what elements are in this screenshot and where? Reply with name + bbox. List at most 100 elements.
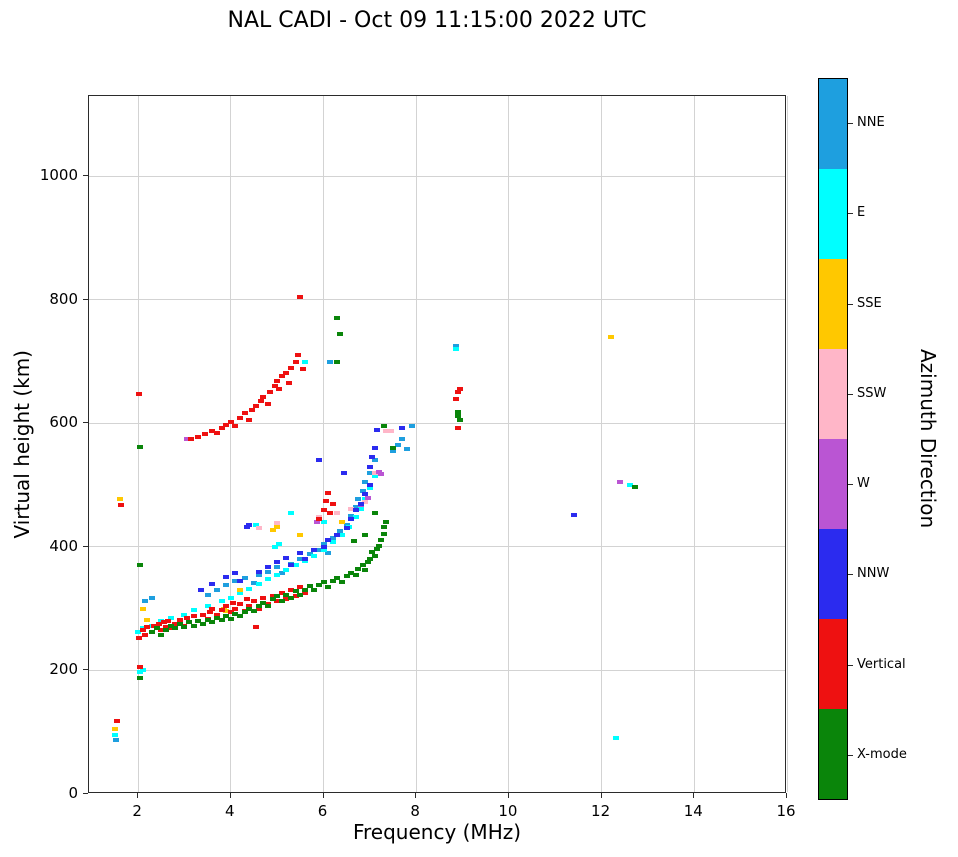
data-point bbox=[232, 606, 239, 611]
data-point bbox=[117, 502, 124, 507]
data-point bbox=[149, 630, 156, 635]
x-tick-label: 2 bbox=[132, 802, 142, 820]
data-point bbox=[218, 607, 225, 612]
data-point bbox=[320, 548, 327, 552]
data-point bbox=[364, 559, 371, 564]
data-point bbox=[255, 572, 262, 577]
data-point bbox=[190, 607, 197, 612]
data-point bbox=[255, 606, 262, 611]
data-point bbox=[380, 424, 387, 429]
x-tick-label: 6 bbox=[317, 802, 328, 820]
data-point bbox=[329, 501, 336, 506]
data-point bbox=[357, 506, 364, 511]
data-point bbox=[373, 547, 380, 552]
data-point bbox=[197, 588, 204, 593]
data-point bbox=[288, 596, 295, 601]
data-point bbox=[322, 498, 329, 503]
data-point bbox=[315, 517, 322, 522]
data-point bbox=[241, 411, 248, 416]
data-point bbox=[135, 630, 142, 635]
data-point bbox=[160, 620, 167, 625]
y-tick-label: 800 bbox=[49, 289, 78, 308]
data-point bbox=[260, 600, 267, 605]
data-point bbox=[301, 590, 308, 595]
x-tick-label: 10 bbox=[498, 802, 518, 820]
colorbar-tickmark bbox=[848, 393, 853, 395]
data-point bbox=[627, 483, 634, 488]
data-point bbox=[241, 575, 248, 580]
data-point bbox=[213, 431, 220, 436]
colorbar-tick-label: NNW bbox=[857, 566, 890, 582]
data-point bbox=[339, 579, 346, 584]
data-point bbox=[232, 424, 239, 429]
y-tick-label: 1000 bbox=[39, 166, 78, 185]
data-point bbox=[276, 387, 283, 392]
data-point bbox=[457, 418, 464, 423]
data-point bbox=[264, 401, 271, 406]
y-tick-label: 0 bbox=[68, 784, 78, 802]
data-point bbox=[271, 384, 278, 389]
data-point bbox=[269, 594, 276, 599]
gridline-vertical bbox=[601, 96, 603, 792]
colorbar-tickmark bbox=[848, 484, 853, 486]
data-point bbox=[232, 578, 239, 583]
data-point bbox=[334, 359, 341, 364]
data-point bbox=[362, 532, 369, 537]
data-point bbox=[320, 580, 327, 585]
data-point bbox=[162, 628, 169, 633]
data-point bbox=[311, 548, 318, 552]
data-point bbox=[297, 557, 304, 562]
data-point bbox=[136, 675, 143, 680]
data-point bbox=[336, 529, 343, 534]
data-point bbox=[264, 601, 271, 606]
gridline-vertical bbox=[693, 96, 695, 792]
data-point bbox=[631, 485, 638, 489]
data-point bbox=[327, 510, 334, 515]
data-point bbox=[213, 615, 220, 620]
data-point bbox=[376, 544, 383, 549]
data-point bbox=[301, 587, 308, 592]
data-point bbox=[165, 619, 172, 624]
data-point bbox=[403, 447, 410, 452]
data-point bbox=[292, 593, 299, 598]
data-point bbox=[366, 470, 373, 475]
data-point bbox=[325, 537, 332, 542]
data-point bbox=[111, 733, 118, 738]
data-point bbox=[607, 334, 614, 339]
colorbar-tickmark bbox=[848, 664, 853, 666]
data-point bbox=[350, 538, 357, 543]
data-point bbox=[246, 586, 253, 591]
data-point bbox=[329, 539, 336, 544]
data-point bbox=[162, 625, 169, 630]
data-point bbox=[352, 507, 359, 512]
data-point bbox=[218, 618, 225, 623]
colorbar-tickmark bbox=[848, 123, 853, 125]
data-point bbox=[144, 617, 151, 622]
data-point bbox=[114, 719, 121, 724]
data-point bbox=[383, 519, 390, 524]
x-tick-label: 14 bbox=[683, 802, 703, 820]
data-point bbox=[250, 599, 257, 604]
data-point bbox=[320, 541, 327, 546]
y-tickmark bbox=[83, 298, 88, 300]
data-point bbox=[218, 599, 225, 604]
data-point bbox=[390, 449, 397, 454]
colorbar-tick-label: SSE bbox=[857, 295, 882, 311]
data-point bbox=[186, 620, 193, 625]
data-point bbox=[348, 514, 355, 519]
data-point bbox=[301, 359, 308, 364]
data-point bbox=[144, 625, 151, 630]
data-point bbox=[311, 588, 318, 593]
data-point bbox=[364, 495, 371, 500]
colorbar-tickmark bbox=[848, 754, 853, 756]
y-tickmark bbox=[83, 422, 88, 424]
data-point bbox=[278, 591, 285, 596]
data-point bbox=[371, 470, 378, 475]
data-point bbox=[292, 359, 299, 364]
data-point bbox=[264, 564, 271, 569]
data-point bbox=[399, 436, 406, 441]
data-point bbox=[297, 532, 304, 537]
data-point bbox=[297, 593, 304, 598]
data-point bbox=[612, 736, 619, 741]
data-point bbox=[320, 520, 327, 525]
